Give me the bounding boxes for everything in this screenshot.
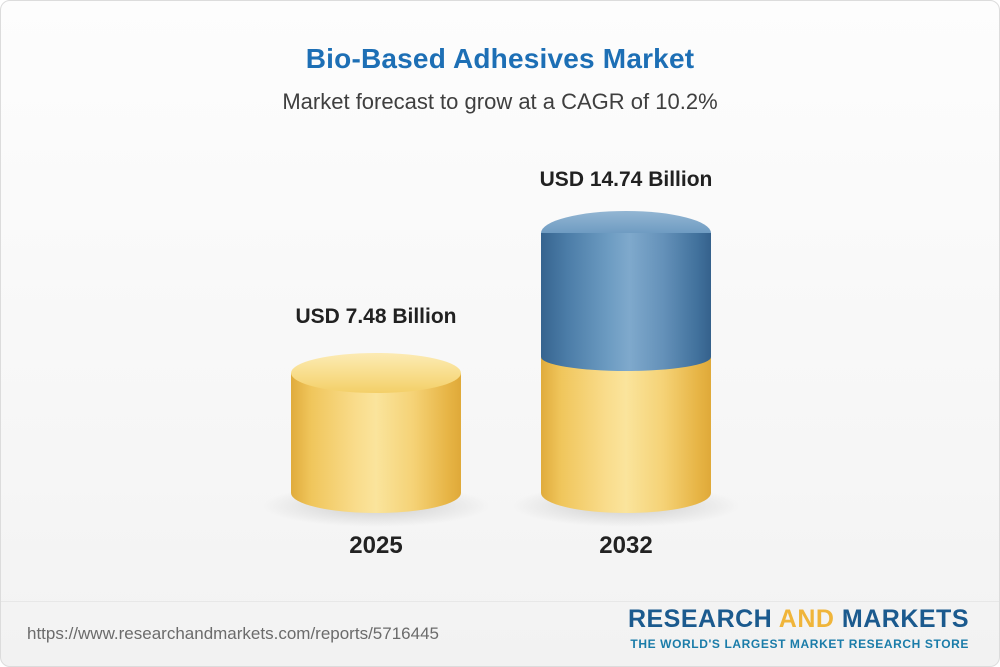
- category-label-2025: 2025: [349, 532, 403, 559]
- report-url: https://www.researchandmarkets.com/repor…: [27, 624, 439, 643]
- value-label-2025: USD 7.48 Billion: [295, 305, 457, 328]
- category-label-2032: 2032: [599, 532, 653, 559]
- bar-2025-cylinder-top: [291, 353, 461, 393]
- bar-2025: [291, 353, 461, 513]
- logo-word-and: AND: [778, 605, 835, 633]
- logo-word-research: RESEARCH: [627, 605, 773, 633]
- bar-2025-cylinder-body: [291, 373, 461, 513]
- logo-tagline: THE WORLD'S LARGEST MARKET RESEARCH STOR…: [630, 637, 969, 651]
- footer-divider: [1, 601, 999, 602]
- value-label-2032: USD 14.74 Billion: [539, 168, 713, 191]
- logo-research-and-markets: RESEARCH AND MARKETS THE WORLD'S LARGEST…: [628, 605, 969, 651]
- logo-word-markets: MARKETS: [841, 605, 969, 633]
- page-title: Bio-Based Adhesives Market: [305, 43, 695, 74]
- bar-2032: [541, 211, 711, 513]
- logo-wordmark: RESEARCH AND MARKETS: [628, 605, 969, 634]
- bar-2032-growth-segment: [541, 233, 711, 371]
- bar-2032-base-segment: [541, 357, 711, 513]
- page-subtitle: Market forecast to grow at a CAGR of 10.…: [282, 89, 718, 114]
